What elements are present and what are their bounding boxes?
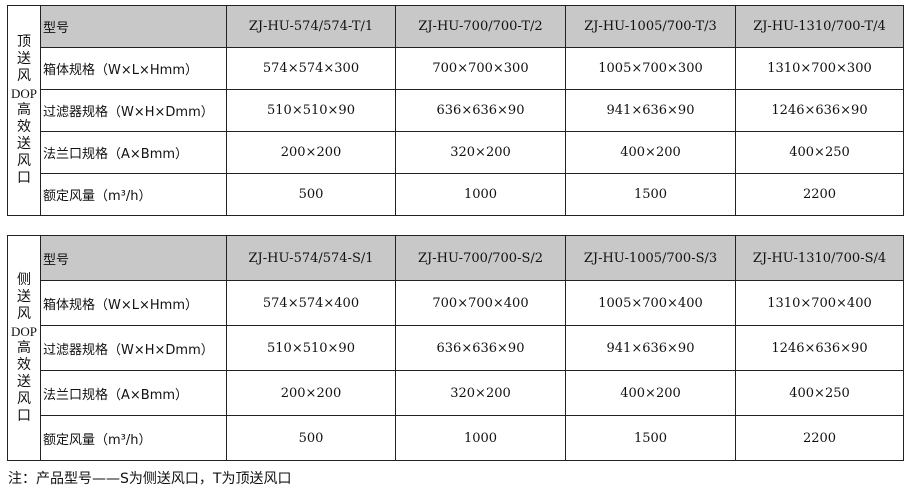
cell-value: 700×700×300 xyxy=(395,47,566,90)
side-label-char: 效 xyxy=(17,119,31,135)
cell-value: 320×200 xyxy=(395,370,566,416)
cell-value: 1000 xyxy=(395,415,566,461)
cell-value: 400×250 xyxy=(735,370,904,416)
table-row: 过滤器规格（W×H×Dmm） 510×510×90 636×636×90 941×63… xyxy=(8,325,904,371)
table-row: 箱体规格（W×L×Hmm） 574×574×400 700×700×400 1005×… xyxy=(8,280,904,326)
table-row: 额定风量（m³/h） 500 1000 1500 2200 xyxy=(8,173,904,216)
cell-value: 320×200 xyxy=(395,131,566,174)
row-label: 过滤器规格（W×H×Dmm） xyxy=(40,325,227,371)
cell-value: 1310×700×300 xyxy=(735,47,904,90)
side-label: 侧送风 DOP 高效送风口 xyxy=(7,235,41,461)
footnote: 注：产品型号——S为侧送风口，T为顶送风口 xyxy=(8,471,292,487)
cell-value: 636×636×90 xyxy=(395,89,566,132)
side-label-char: 口 xyxy=(17,407,31,424)
row-label: 法兰口规格（A×Bmm） xyxy=(40,131,227,174)
cell-value: 2200 xyxy=(735,173,904,216)
cell-value: 636×636×90 xyxy=(395,325,566,371)
side-label-char: 风 xyxy=(17,305,31,322)
cell-value: 200×200 xyxy=(226,370,396,416)
side-label-char: 顶 xyxy=(17,34,31,50)
side-label-char: 效 xyxy=(17,356,31,373)
header-label: 型号 xyxy=(40,5,227,48)
side-label-char: DOP xyxy=(10,86,37,101)
cell-value: 574×574×400 xyxy=(226,280,396,326)
side-label-char: 侧 xyxy=(17,271,31,288)
side-label-char: 高 xyxy=(17,102,31,118)
cell-value: 400×250 xyxy=(735,131,904,174)
table-row: 额定风量（m³/h） 500 1000 1500 2200 xyxy=(8,415,904,461)
row-label: 额定风量（m³/h） xyxy=(40,173,227,216)
model-name: ZJ-HU-574/574-S/1 xyxy=(226,235,396,281)
cell-value: 941×636×90 xyxy=(565,325,736,371)
cell-value: 200×200 xyxy=(226,131,396,174)
side-label-char: 送 xyxy=(17,288,31,305)
cell-value: 500 xyxy=(226,415,396,461)
cell-value: 1500 xyxy=(565,173,736,216)
side-label-char: 口 xyxy=(17,170,31,186)
cell-value: 700×700×400 xyxy=(395,280,566,326)
row-label: 过滤器规格（W×H×Dmm） xyxy=(40,89,227,132)
side-label-char: 风 xyxy=(17,153,31,169)
header-row: 侧送风 DOP 高效送风口型号 ZJ-HU-574/574-S/1 ZJ-HU-700/… xyxy=(7,235,904,461)
cell-value: 1000 xyxy=(395,173,566,216)
cell-value: 400×200 xyxy=(565,131,736,174)
row-label: 额定风量（m³/h） xyxy=(40,415,227,461)
cell-value: 1005×700×400 xyxy=(565,280,736,326)
header-row: 顶送风 DOP 高效送风口型号 ZJ-HU-574/574-T/1 ZJ-HU-700/… xyxy=(7,5,904,216)
row-label: 法兰口规格（A×Bmm） xyxy=(40,370,227,416)
side-label-char: DOP xyxy=(10,323,37,339)
table-row: 法兰口规格（A×Bmm） 200×200 320×200 400×200 400×250 xyxy=(8,131,904,174)
model-name: ZJ-HU-700/700-S/2 xyxy=(395,235,566,281)
row-label: 箱体规格（W×L×Hmm） xyxy=(40,47,227,90)
side-label-char: 风 xyxy=(17,390,31,407)
model-name: ZJ-HU-1310/700-T/4 xyxy=(735,5,904,48)
model-name: ZJ-HU-1005/700-S/3 xyxy=(565,235,736,281)
table-row: 法兰口规格（A×Bmm） 200×200 320×200 400×200 400×250 xyxy=(8,370,904,416)
cell-value: 1246×636×90 xyxy=(735,89,904,132)
row-label: 箱体规格（W×L×Hmm） xyxy=(40,280,227,326)
cell-value: 400×200 xyxy=(565,370,736,416)
side-supply-spec-table: 侧送风 DOP 高效送风口型号 ZJ-HU-574/574-S/1 ZJ-HU-700/… xyxy=(7,235,904,461)
header-label: 型号 xyxy=(40,235,227,281)
cell-value: 500 xyxy=(226,173,396,216)
top-supply-spec-table: 顶送风 DOP 高效送风口型号 ZJ-HU-574/574-T/1 ZJ-HU-700/… xyxy=(7,5,904,216)
cell-value: 510×510×90 xyxy=(226,325,396,371)
cell-value: 574×574×300 xyxy=(226,47,396,90)
cell-value: 1005×700×300 xyxy=(565,47,736,90)
side-label-char: 送 xyxy=(17,373,31,390)
cell-value: 1246×636×90 xyxy=(735,325,904,371)
side-label: 顶送风 DOP 高效送风口 xyxy=(7,5,41,216)
table-row: 箱体规格（W×L×Hmm） 574×574×300 700×700×300 1005×… xyxy=(8,47,904,90)
side-label-char: 送 xyxy=(17,136,31,152)
cell-value: 1500 xyxy=(565,415,736,461)
model-name: ZJ-HU-1005/700-T/3 xyxy=(565,5,736,48)
side-label-char: 高 xyxy=(17,339,31,356)
cell-value: 2200 xyxy=(735,415,904,461)
side-label-char: 风 xyxy=(17,68,31,84)
model-name: ZJ-HU-700/700-T/2 xyxy=(395,5,566,48)
cell-value: 941×636×90 xyxy=(565,89,736,132)
model-name: ZJ-HU-1310/700-S/4 xyxy=(735,235,904,281)
side-label-char: 送 xyxy=(17,51,31,67)
table-row: 过滤器规格（W×H×Dmm） 510×510×90 636×636×90 941×63… xyxy=(8,89,904,132)
cell-value: 1310×700×400 xyxy=(735,280,904,326)
cell-value: 510×510×90 xyxy=(226,89,396,132)
model-name: ZJ-HU-574/574-T/1 xyxy=(226,5,396,48)
